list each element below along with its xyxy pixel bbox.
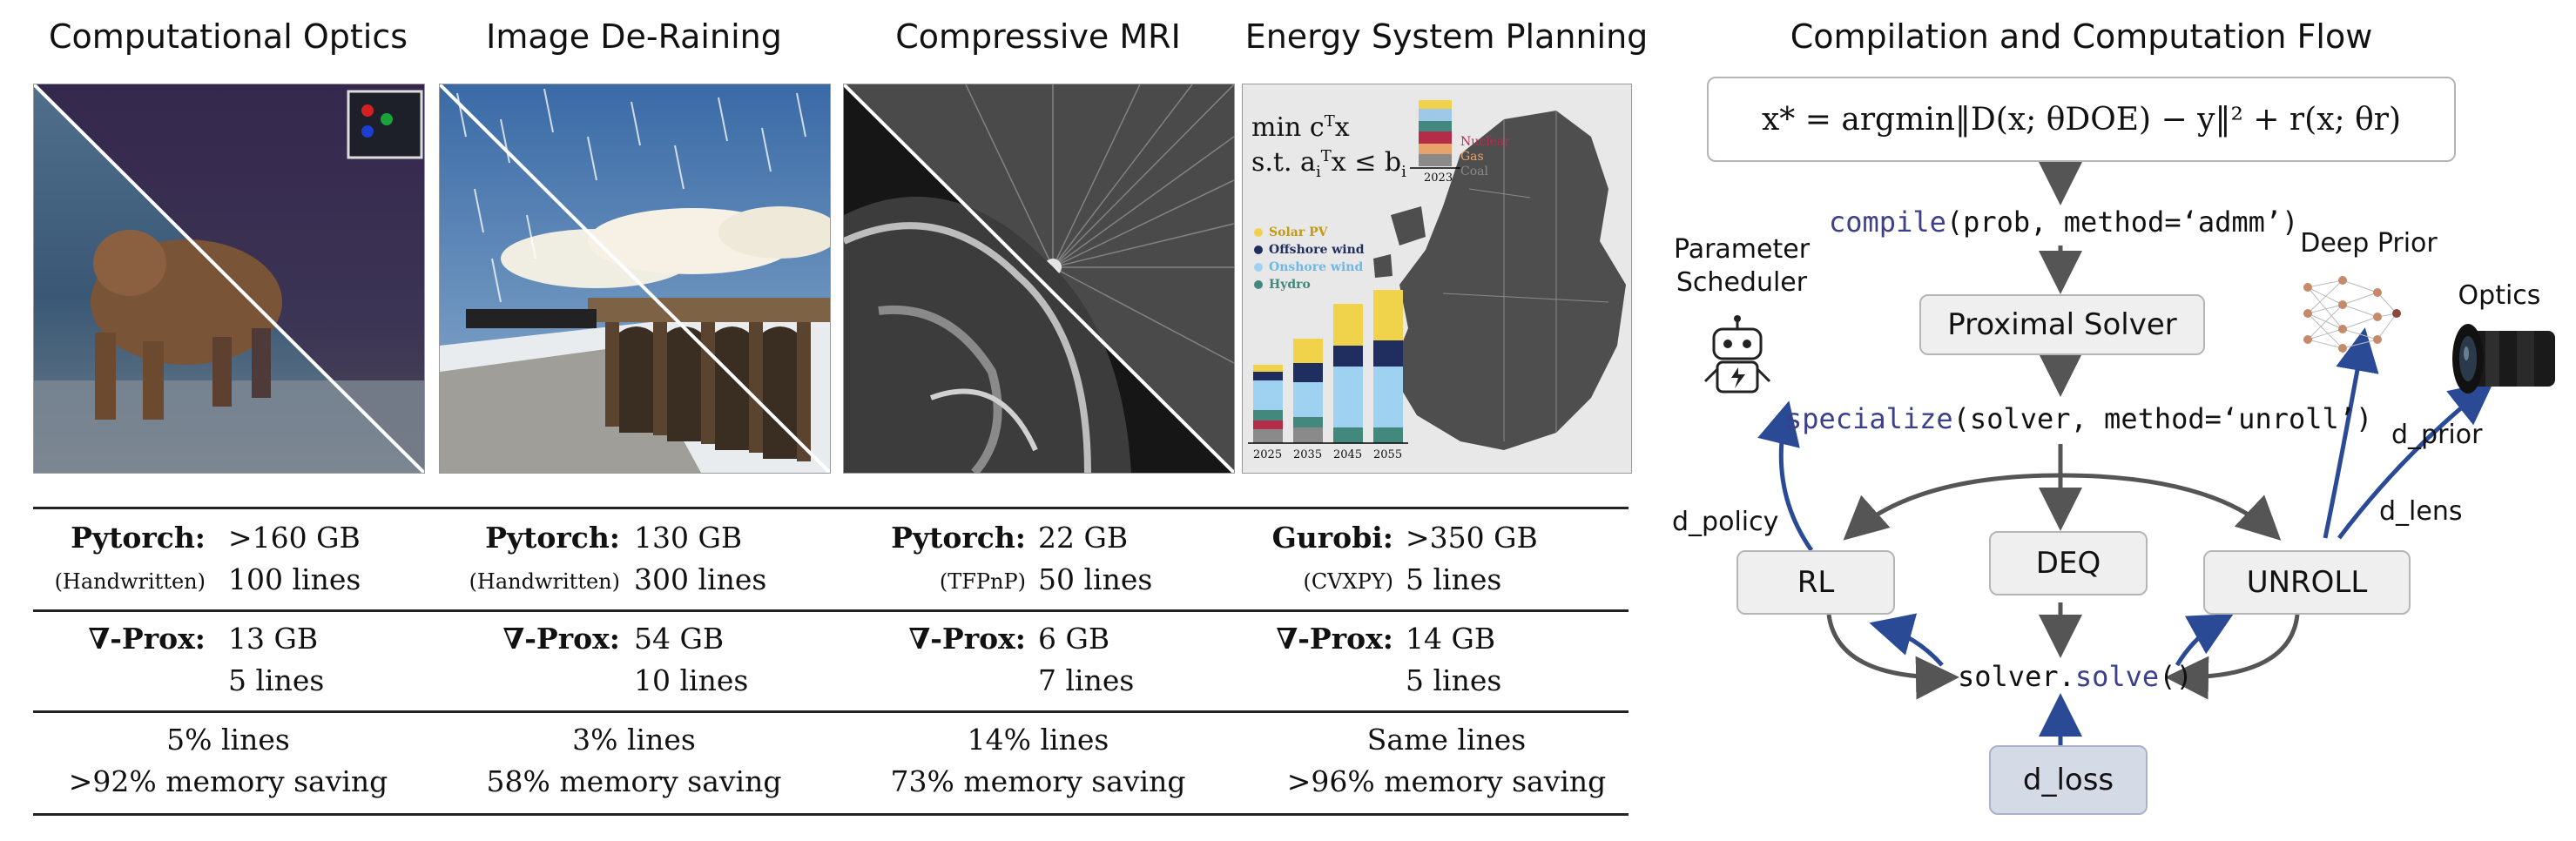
energy-image: min cTx s.t. aiTx ≤ bi Nuclear Gas Coal …: [1242, 84, 1632, 474]
optics-label: Optics: [2458, 280, 2541, 311]
prox-memory: 13 GB: [228, 622, 319, 656]
baseline-lines: 100 lines: [228, 562, 361, 596]
summary-memory: 73% memory saving: [890, 764, 1186, 798]
summary-lines: 14% lines: [967, 723, 1109, 757]
year-label: 2055: [1373, 448, 1403, 461]
baseline-memory: >350 GB: [1406, 521, 1538, 555]
camera-lens-icon: [2452, 324, 2555, 394]
rl-box[interactable]: RL: [1736, 550, 1895, 615]
prox-memory: 54 GB: [634, 622, 725, 656]
baseline-lines: 5 lines: [1406, 562, 1502, 596]
unroll-box[interactable]: UNROLL: [2203, 550, 2411, 615]
title-optics: Computational Optics: [48, 17, 408, 56]
prox-name: ∇-Prox:: [908, 622, 1026, 656]
year-label: 2045: [1333, 448, 1363, 461]
compile-args: (prob, method=‘admm’): [1945, 205, 2299, 239]
baseline-name: Pytorch:: [485, 521, 620, 555]
prox-memory: 6 GB: [1038, 622, 1110, 656]
summary-memory: >96% memory saving: [1286, 764, 1607, 798]
title-derain: Image De-Raining: [486, 17, 782, 56]
baseline-note: (TFPnP): [939, 569, 1026, 594]
rl-label: RL: [1797, 565, 1835, 600]
specialize-args: (solver, method=‘unroll’): [1952, 402, 2373, 435]
summary-memory: 58% memory saving: [486, 764, 782, 798]
legend-gas: Gas: [1460, 150, 1484, 164]
table-rule-mid2: [33, 710, 1629, 713]
table-rule-top: [33, 507, 1629, 509]
summary-lines: 3% lines: [572, 723, 696, 757]
baseline-note: (CVXPY): [1303, 569, 1394, 594]
prox-name: ∇-Prox:: [502, 622, 620, 656]
equation-box: x* = argmin‖D(x; θDOE) − y‖² + r(x; θr): [1707, 77, 2456, 162]
proximal-solver-label: Proximal Solver: [1947, 307, 2177, 342]
lp-constraint: s.t. aiTx ≤ bi: [1251, 147, 1406, 181]
legend-top: Nuclear Gas Coal: [1460, 135, 1510, 179]
deq-label: DEQ: [2035, 546, 2101, 581]
optics-image: [33, 84, 425, 474]
unroll-label: UNROLL: [2246, 565, 2368, 600]
prox-name: ∇-Prox:: [1276, 622, 1393, 656]
proximal-solver-box[interactable]: Proximal Solver: [1919, 294, 2205, 355]
prox-lines: 7 lines: [1038, 663, 1135, 697]
lp-objective: min cTx: [1251, 112, 1350, 143]
d-loss-box[interactable]: d_loss: [1989, 745, 2148, 815]
prox-name: ∇-Prox:: [88, 622, 206, 656]
legend-coal: Coal: [1460, 165, 1488, 178]
neural-network-icon: [2303, 276, 2401, 353]
d-loss-label: d_loss: [2022, 763, 2114, 797]
prox-memory: 14 GB: [1406, 622, 1496, 656]
prox-lines: 5 lines: [228, 663, 325, 697]
solve-suffix: (): [2159, 660, 2193, 693]
year-label: 2035: [1293, 448, 1323, 461]
legend-offshore: Offshore wind: [1269, 243, 1365, 257]
d-prior-label: d_prior: [2391, 420, 2483, 450]
prox-lines: 10 lines: [634, 663, 749, 697]
deep-prior-label: Deep Prior: [2300, 228, 2438, 259]
solve-prefix: solver.: [1958, 660, 2075, 693]
title-flow: Compilation and Computation Flow: [1790, 17, 2373, 56]
mri-image: [843, 84, 1235, 474]
specialize-keyword: specialize: [1785, 402, 1953, 435]
table-rule-bottom: [33, 813, 1629, 816]
legend-nuclear: Nuclear: [1460, 135, 1510, 149]
summary-lines: 5% lines: [166, 723, 290, 757]
flow-arrows: [1757, 162, 2494, 754]
legend-onshore: Onshore wind: [1269, 260, 1364, 274]
prox-lines: 5 lines: [1406, 663, 1502, 697]
legend-solar: Solar PV: [1269, 225, 1328, 239]
solve-keyword: solve: [2074, 660, 2160, 693]
summary-memory: >92% memory saving: [68, 764, 388, 798]
specialize-call: specialize(solver, method=‘unroll’): [1785, 402, 2372, 435]
title-energy: Energy System Planning: [1244, 17, 1649, 56]
param-scheduler-label: Parameter Scheduler: [1673, 234, 1811, 298]
derain-image: [439, 84, 831, 474]
compile-call: compile(prob, method=‘admm’): [1829, 205, 2298, 239]
solve-call: solver.solve(): [1958, 660, 2193, 693]
legend-renewables: Solar PV Offshore wind Onshore wind Hydr…: [1269, 224, 1365, 293]
year-2023: 2023: [1424, 172, 1453, 185]
objective-equation: x* = argmin‖D(x; θDOE) − y‖² + r(x; θr): [1762, 101, 2401, 138]
compile-keyword: compile: [1829, 205, 1946, 239]
baseline-memory: 130 GB: [634, 521, 743, 555]
year-label: 2025: [1253, 448, 1283, 461]
year-axis: 2025 2035 2045 2055: [1253, 448, 1419, 461]
baseline-note: (Handwritten): [469, 569, 620, 594]
baseline-lines: 50 lines: [1038, 562, 1153, 596]
baseline-memory: 22 GB: [1038, 521, 1129, 555]
d-lens-label: d_lens: [2379, 496, 2463, 527]
baseline-lines: 300 lines: [634, 562, 767, 596]
legend-hydro: Hydro: [1269, 278, 1311, 292]
title-mri: Compressive MRI: [895, 17, 1181, 56]
baseline-name: Gurobi:: [1271, 521, 1393, 555]
summary-lines: Same lines: [1366, 723, 1527, 757]
table-rule-mid1: [33, 609, 1629, 612]
baseline-name: Pytorch:: [71, 521, 206, 555]
deq-box[interactable]: DEQ: [1989, 531, 2148, 595]
baseline-memory: >160 GB: [228, 521, 361, 555]
robot-icon: [1703, 315, 1771, 394]
baseline-note: (Handwritten): [54, 569, 206, 594]
baseline-name: Pytorch:: [891, 521, 1026, 555]
d-policy-label: d_policy: [1672, 507, 1779, 537]
